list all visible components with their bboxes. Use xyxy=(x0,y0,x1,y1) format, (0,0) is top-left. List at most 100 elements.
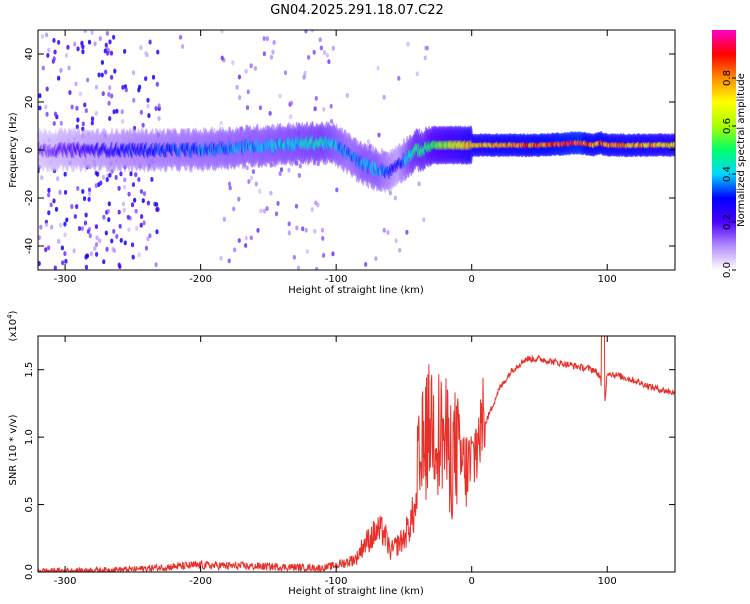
spectrogram-cell xyxy=(115,108,119,114)
spectrogram-cell xyxy=(94,242,99,248)
spectrogram-cell xyxy=(271,49,275,55)
spectrogram-cell xyxy=(139,189,144,194)
spectrogram-cell xyxy=(107,100,111,106)
x-tick-label: -200 xyxy=(189,576,212,587)
spectrogram-cell xyxy=(44,104,48,110)
spectrogram-cell xyxy=(112,109,116,115)
spectrogram-cell xyxy=(49,202,53,208)
spectrogram-cell xyxy=(94,111,98,116)
spectrogram-cell xyxy=(38,261,41,266)
spectrogram-cell xyxy=(322,106,326,112)
y-tick-label: 0.5 xyxy=(24,497,35,513)
spectrogram-cell xyxy=(245,165,249,171)
spectrogram-cell xyxy=(278,93,282,99)
spectrogram-cell xyxy=(376,65,380,71)
spectrogram-cell xyxy=(295,225,299,231)
y-tick-label: -40 xyxy=(24,238,35,254)
spectrogram-cell xyxy=(314,95,318,101)
spectrogram-cell xyxy=(335,187,339,193)
snr-y-ticks: 0.0 0.5 1.0 1.5 xyxy=(24,362,675,580)
spectrogram-cell xyxy=(253,66,258,71)
spectrogram-cell xyxy=(397,76,401,81)
spectrogram-cell xyxy=(321,252,326,258)
snr-plot-area xyxy=(38,336,675,572)
spectrogram-cell xyxy=(95,235,99,241)
spectrogram-cell xyxy=(394,238,398,244)
x-tick-label: 100 xyxy=(598,274,617,285)
spectrogram-cell xyxy=(138,84,142,90)
spectrogram-cell xyxy=(131,70,136,76)
spectrogram-cell xyxy=(123,49,127,54)
colorbar-tick-label: 0.2 xyxy=(722,214,733,230)
spectrogram-cell xyxy=(94,183,98,189)
spectrogram-cell xyxy=(382,94,386,100)
snr-x-ticks: -300 -200 -100 0 100 xyxy=(54,336,617,587)
spectrogram-cell xyxy=(115,234,119,239)
spectrogram-cell xyxy=(127,191,131,197)
spectrogram-cell xyxy=(150,177,154,182)
spectrogram-cell xyxy=(86,77,90,83)
spectrogram-cell xyxy=(94,84,99,90)
spectrogram-cell xyxy=(127,227,131,233)
spectrogram-cell xyxy=(87,196,91,202)
spectrogram-cell xyxy=(73,214,77,219)
x-tick-label: 0 xyxy=(469,274,475,285)
spectrogram-cell xyxy=(100,72,104,78)
spectrogram-cell xyxy=(51,58,55,64)
y-tick-label: 1.5 xyxy=(24,362,35,378)
spectrogram-cell xyxy=(146,103,150,109)
spectrogram-cell xyxy=(84,212,88,218)
spectrogram-cell xyxy=(53,265,57,270)
spectrogram-cell xyxy=(111,247,115,252)
spectrogram-cell xyxy=(76,186,80,191)
spectrogram-cell xyxy=(258,188,262,194)
spectrogram-cell xyxy=(422,217,426,223)
spectrogram-cell xyxy=(231,60,235,66)
spectrogram-cell xyxy=(289,100,294,106)
spectrogram-cell xyxy=(94,224,99,230)
y-tick-label: 40 xyxy=(24,48,35,61)
spectrogram-cell xyxy=(84,264,89,270)
spectrogram-cell xyxy=(137,252,141,258)
spectrogram-cell xyxy=(141,122,145,128)
spectrogram-cell xyxy=(121,84,125,90)
spectrogram-cell xyxy=(322,50,327,55)
spectrogram-cell xyxy=(220,55,224,61)
spectrogram-cell xyxy=(258,105,263,111)
spectrogram-cell xyxy=(122,184,127,190)
spectrogram-cell xyxy=(45,111,49,117)
spectrogram-cell xyxy=(81,49,85,55)
spectrogram-cell xyxy=(123,177,127,183)
spectrogram-cell xyxy=(102,259,106,265)
spectrogram-cell xyxy=(110,74,114,80)
snr-series-line xyxy=(38,336,675,572)
spectrogram-cell xyxy=(244,243,248,248)
snr-marks xyxy=(38,336,675,572)
spectrogram-cell xyxy=(180,44,185,49)
spectrogram-cell xyxy=(78,91,83,97)
spectrogram-cell xyxy=(98,36,102,41)
spectrogram-cell xyxy=(141,198,145,204)
spectrogram-cell xyxy=(117,186,121,191)
spectrogram-cell xyxy=(121,201,126,207)
spectrogram-cell xyxy=(108,172,112,178)
spectrogram-cell xyxy=(425,45,429,51)
spectrogram-cell xyxy=(46,53,50,58)
spectrogram-cell xyxy=(74,81,78,87)
spectrogram-cell xyxy=(269,190,273,196)
y-tick-label: 1.0 xyxy=(24,429,35,445)
spectrogram-cell xyxy=(245,105,250,111)
snr-y-multiplier: (x104) xyxy=(6,310,19,341)
spectrogram-cell xyxy=(52,198,56,204)
spectrogram-cell xyxy=(304,227,308,233)
spectrogram-cell xyxy=(84,254,88,260)
spectrogram-cell xyxy=(89,251,94,257)
spectrogram-cell xyxy=(305,249,310,254)
spectrogram-cell xyxy=(238,95,242,100)
spectrogram-x-ticks: -300 -200 -100 0 100 xyxy=(54,30,617,285)
spectrogram-cell xyxy=(156,207,160,212)
spectrogram-cell xyxy=(63,190,68,195)
spectrogram-cell xyxy=(56,176,60,182)
spectrogram-ridge xyxy=(38,120,675,194)
